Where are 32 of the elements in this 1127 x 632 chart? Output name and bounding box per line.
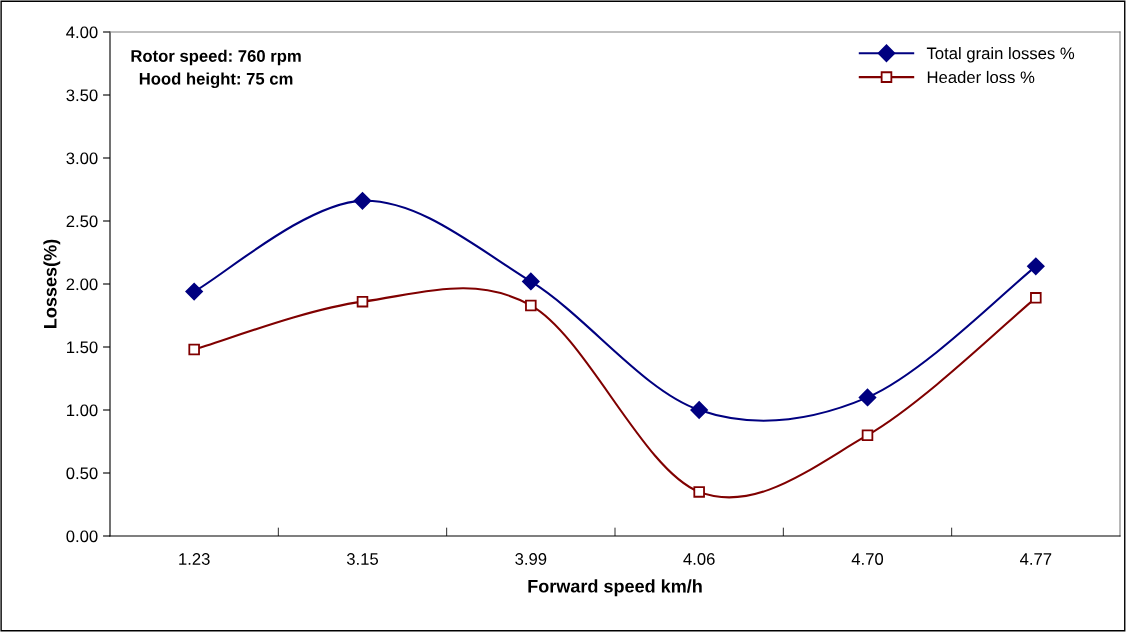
point xyxy=(522,272,540,291)
x-tick-label: 1.23 xyxy=(179,553,210,565)
point xyxy=(693,486,705,498)
y-tick-label: 4.00 xyxy=(66,26,98,39)
annotation: Rotor speed: 760 rpm Hood height: 75 cm xyxy=(131,49,301,89)
x-tick-label: 4.70 xyxy=(851,553,884,565)
x-tick-label: 3.99 xyxy=(515,553,547,565)
x-tick-label: 4.06 xyxy=(683,553,715,565)
y-tick-label: 2.00 xyxy=(66,278,98,291)
point xyxy=(858,388,877,407)
y-tick-label: 1.50 xyxy=(67,341,98,354)
point xyxy=(861,429,874,441)
y-tick-label: 2.50 xyxy=(66,215,98,228)
y-tick-label: 0.50 xyxy=(66,467,98,480)
x-axis-title: Forward speed km/h xyxy=(528,579,702,597)
point xyxy=(356,295,369,308)
y-axis-title: Losses(%) xyxy=(43,239,61,328)
x-tick-label: 3.15 xyxy=(346,553,379,565)
point xyxy=(1027,257,1045,276)
point xyxy=(188,343,200,356)
y-tick-label: 3.00 xyxy=(66,152,98,165)
point xyxy=(690,401,708,419)
point xyxy=(185,282,203,301)
legend-label: Total grain losses % xyxy=(926,47,1075,63)
y-tick-label: 3.50 xyxy=(66,89,98,102)
x-tick-label: 4.77 xyxy=(1020,553,1052,565)
point xyxy=(353,192,372,210)
legend-label: Header loss % xyxy=(927,70,1035,84)
y-tick-label: 1.00 xyxy=(67,404,98,417)
point xyxy=(1030,292,1042,304)
y-tick-label: 0.00 xyxy=(66,530,98,543)
point xyxy=(525,299,537,312)
